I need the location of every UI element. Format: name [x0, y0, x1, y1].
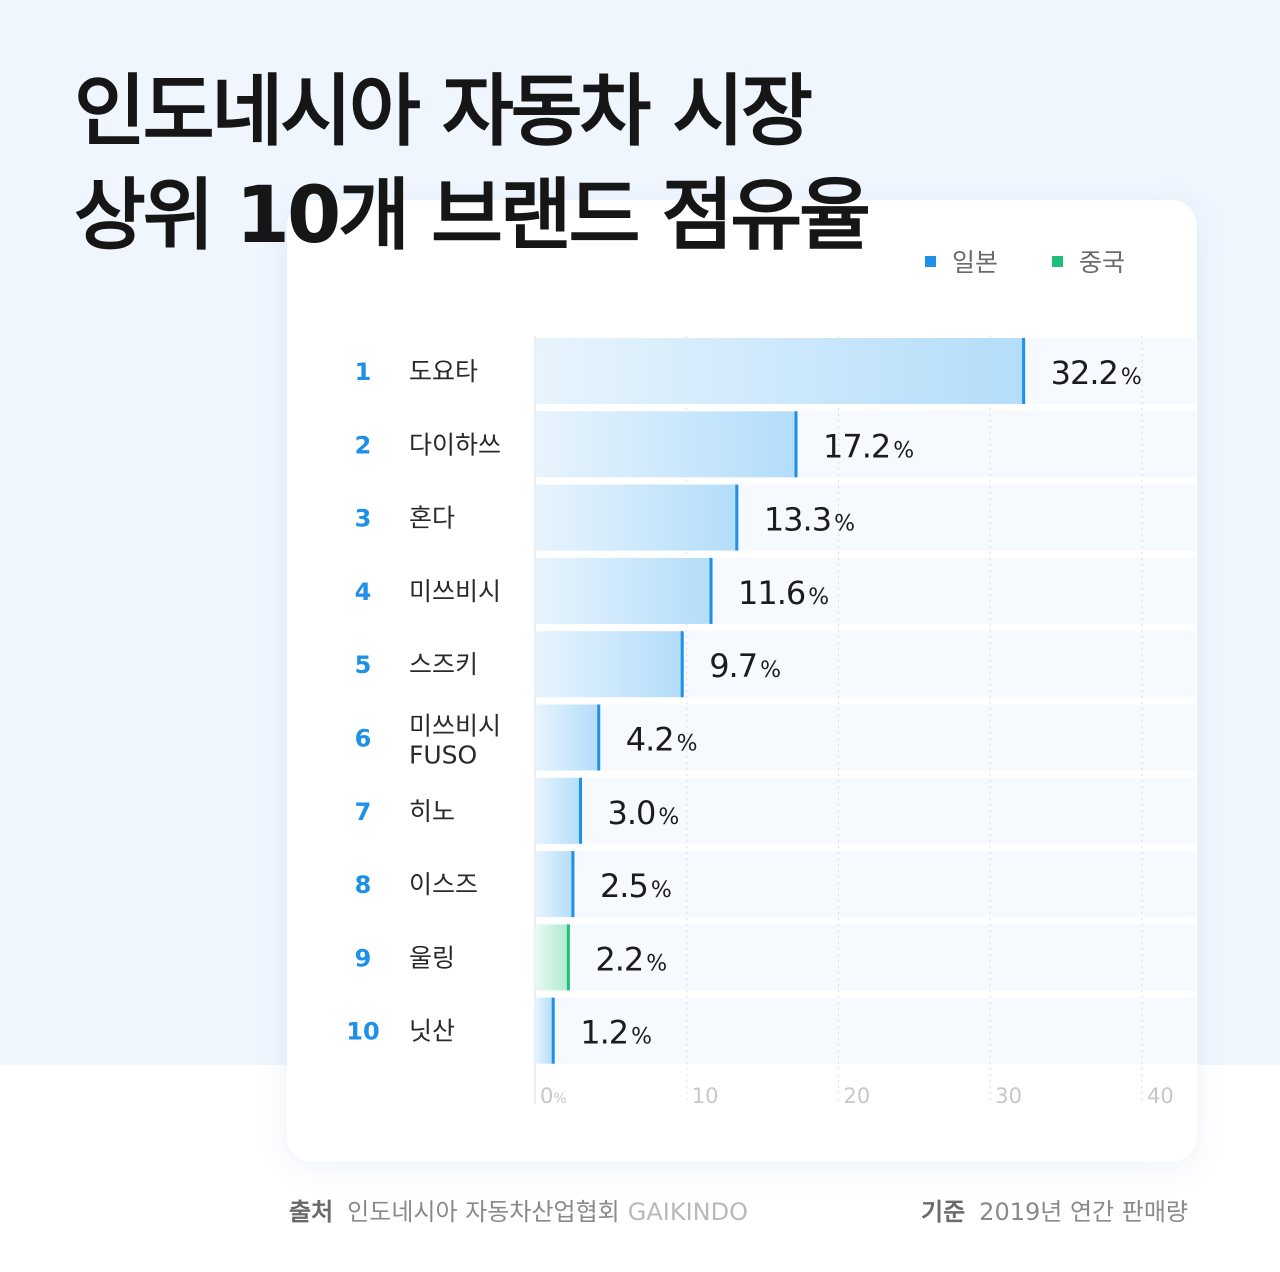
- row-stripe: [535, 777, 1195, 844]
- page-title: 인도네시아 자동차 시장 상위 10개 브랜드 점유율: [74, 60, 871, 268]
- rank-label: 7: [355, 798, 372, 826]
- category-label: 울링: [409, 943, 455, 972]
- bar-edge: [680, 631, 684, 698]
- row-stripe: [535, 704, 1195, 771]
- rank-label: 5: [355, 651, 372, 679]
- category-label: 다이하쓰: [409, 430, 501, 459]
- category-label: 미쓰비시: [409, 577, 501, 606]
- legend-item-japan: 일본: [925, 243, 998, 279]
- source-org-en: GAIKINDO: [627, 1198, 748, 1226]
- basis-note: 기준 2019년 연간 판매량: [921, 1192, 1188, 1227]
- rank-label: 2: [355, 431, 372, 459]
- category-label: 미쓰비시: [409, 712, 501, 741]
- row-stripe: [535, 851, 1195, 918]
- category-label: 이스즈: [409, 870, 478, 899]
- bar: [535, 997, 554, 1064]
- source-note: 출처 인도네시아 자동차산업협회 GAIKINDO: [289, 1192, 748, 1227]
- rank-label: 10: [346, 1018, 379, 1046]
- x-tick-label: 10: [692, 1084, 719, 1108]
- bar: [535, 484, 737, 551]
- rank-label: 9: [355, 944, 372, 972]
- bar-edge: [566, 924, 570, 991]
- category-label: 혼다: [409, 504, 455, 533]
- category-label: 닛산: [409, 1017, 455, 1046]
- bar-edge: [551, 997, 555, 1064]
- source-org: 인도네시아 자동차산업협회: [347, 1198, 620, 1226]
- chart-legend: 일본 중국: [925, 244, 1125, 278]
- basis-key: 기준: [921, 1198, 966, 1226]
- footer: 출처 인도네시아 자동차산업협회 GAIKINDO 기준 2019년 연간 판매량: [0, 1190, 1280, 1230]
- bar-edge: [597, 704, 601, 771]
- bar: [535, 338, 1024, 404]
- bar-edge: [1022, 338, 1026, 404]
- title-line-2: 상위 10개 브랜드 점유율: [74, 171, 871, 261]
- row-stripe: [535, 924, 1195, 991]
- rank-label: 6: [355, 725, 372, 753]
- x-tick-label: 20: [844, 1084, 871, 1108]
- x-tick-label: 30: [995, 1084, 1022, 1108]
- source-key: 출처: [289, 1198, 334, 1226]
- bar: [535, 411, 797, 478]
- bar: [535, 631, 683, 698]
- row-stripe: [535, 997, 1195, 1064]
- basis-value: 2019년 연간 판매량: [979, 1198, 1188, 1226]
- bar: [535, 851, 573, 918]
- legend-label-china: 중국: [1079, 248, 1126, 277]
- rank-label: 8: [355, 871, 372, 899]
- x-tick-label: 40: [1147, 1084, 1174, 1108]
- legend-label-japan: 일본: [952, 248, 999, 277]
- rank-label: 4: [355, 578, 372, 606]
- bar: [535, 777, 581, 844]
- category-label: 도요타: [409, 357, 478, 386]
- bar-edge: [571, 851, 575, 918]
- bar-edge: [579, 777, 583, 844]
- category-label: 히노: [409, 797, 455, 826]
- legend-item-china: 중국: [1052, 243, 1125, 279]
- bar: [535, 924, 569, 991]
- category-label: FUSO: [409, 741, 477, 770]
- title-line-1: 인도네시아 자동차 시장: [74, 67, 813, 157]
- rank-label: 3: [355, 505, 372, 533]
- legend-swatch-japan: [925, 255, 936, 267]
- bar-edge: [794, 411, 798, 478]
- category-label: 스즈키: [409, 650, 478, 679]
- bar-edge: [735, 484, 739, 551]
- bar: [535, 557, 712, 624]
- bar-edge: [709, 557, 713, 624]
- x-tick-label: 0%: [540, 1084, 567, 1108]
- legend-swatch-china: [1052, 255, 1064, 267]
- rank-label: 1: [355, 358, 372, 386]
- bar: [535, 704, 599, 771]
